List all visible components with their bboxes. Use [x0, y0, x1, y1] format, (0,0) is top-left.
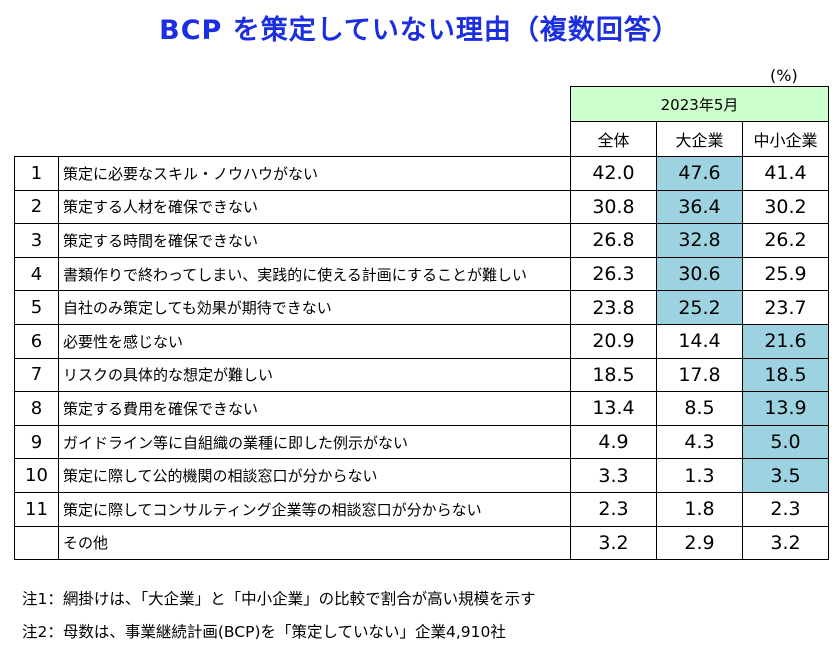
- rank-cell: 2: [14, 189, 59, 225]
- value-sme: 3.5: [742, 458, 829, 493]
- value-total: 23.8: [570, 290, 657, 325]
- value-large: 32.8: [656, 223, 743, 258]
- value-sme: 25.9: [742, 256, 829, 292]
- note-2: 注2：母数は、事業継続計画(BCP)を「策定していない」企業4,910社: [22, 623, 506, 641]
- reason-label: その他: [58, 525, 571, 561]
- rank-cell: 7: [14, 357, 59, 393]
- value-sme: 5.0: [742, 424, 829, 460]
- table-row: 3 策定する時間を確保できない 26.8 32.8 26.2: [14, 223, 829, 258]
- unit-label: (%): [770, 66, 798, 85]
- table-row: 6 必要性を感じない 20.9 14.4 21.6: [14, 323, 829, 359]
- value-sme: 41.4: [742, 156, 829, 191]
- rank-cell: 5: [14, 290, 59, 325]
- value-total: 13.4: [570, 391, 657, 426]
- value-large: 2.9: [656, 525, 743, 561]
- page-title: BCP を策定していない理由（複数回答）: [159, 15, 680, 46]
- rank-cell: 6: [14, 323, 59, 359]
- value-total: 18.5: [570, 357, 657, 393]
- table-row: その他 3.2 2.9 3.2: [14, 525, 829, 561]
- value-total: 2.3: [570, 491, 657, 527]
- column-header-sme: 中小企業: [742, 121, 829, 157]
- value-large: 1.8: [656, 491, 743, 527]
- value-sme: 3.2: [742, 525, 829, 561]
- table-row: 10 策定に際して公的機関の相談窓口が分からない 3.3 1.3 3.5: [14, 458, 829, 493]
- rank-cell: 10: [14, 458, 59, 493]
- value-large: 47.6: [656, 156, 743, 191]
- reason-label: 策定する人材を確保できない: [58, 189, 571, 225]
- rank-cell: 11: [14, 491, 59, 527]
- table-row: 7 リスクの具体的な想定が難しい 18.5 17.8 18.5: [14, 357, 829, 393]
- value-total: 20.9: [570, 323, 657, 359]
- rank-cell: [14, 525, 59, 561]
- value-large: 14.4: [656, 323, 743, 359]
- value-large: 1.3: [656, 458, 743, 493]
- value-sme: 21.6: [742, 323, 829, 359]
- table-row: 9 ガイドライン等に自組織の業種に即した例示がない 4.9 4.3 5.0: [14, 424, 829, 460]
- period-header: 2023年5月: [570, 86, 829, 122]
- table-row: 2 策定する人材を確保できない 30.8 36.4 30.2: [14, 189, 829, 225]
- table-row: 5 自社のみ策定しても効果が期待できない 23.8 25.2 23.7: [14, 290, 829, 325]
- value-total: 3.2: [570, 525, 657, 561]
- note-1: 注1：網掛けは、「大企業」と「中小企業」の比較で割合が高い規模を示す: [22, 590, 536, 608]
- blank-cell: [15, 122, 59, 157]
- value-large: 36.4: [656, 189, 743, 225]
- value-sme: 2.3: [742, 491, 829, 527]
- value-sme: 13.9: [742, 391, 829, 426]
- reason-label: 書類作りで終わってしまい、実践的に使える計画にすることが難しい: [58, 256, 571, 292]
- reason-label: 策定に際して公的機関の相談窓口が分からない: [58, 458, 571, 493]
- value-total: 26.3: [570, 256, 657, 292]
- reason-label: リスクの具体的な想定が難しい: [58, 357, 571, 393]
- rank-cell: 3: [14, 223, 59, 258]
- blank-cell: [59, 87, 571, 122]
- period-header-row: 2023年5月: [15, 86, 829, 122]
- column-header-total: 全体: [570, 121, 657, 157]
- value-total: 30.8: [570, 189, 657, 225]
- reason-label: 必要性を感じない: [58, 323, 571, 359]
- column-header-row: 全体 大企業 中小企業: [15, 121, 829, 157]
- column-header-large: 大企業: [656, 121, 743, 157]
- blank-cell: [59, 122, 571, 157]
- reasons-table: 2023年5月 全体 大企業 中小企業 1 策定に必要なスキル・ノウハウがない 42…: [14, 86, 829, 561]
- table-row: 4 書類作りで終わってしまい、実践的に使える計画にすることが難しい 26.3 30.6…: [14, 256, 829, 292]
- reason-label: 策定する時間を確保できない: [58, 223, 571, 258]
- value-total: 4.9: [570, 424, 657, 460]
- value-sme: 26.2: [742, 223, 829, 258]
- value-sme: 23.7: [742, 290, 829, 325]
- rank-cell: 8: [14, 391, 59, 426]
- value-sme: 18.5: [742, 357, 829, 393]
- value-large: 4.3: [656, 424, 743, 460]
- value-total: 3.3: [570, 458, 657, 493]
- reason-label: 策定に必要なスキル・ノウハウがない: [58, 156, 571, 191]
- rank-cell: 1: [14, 156, 59, 191]
- value-large: 8.5: [656, 391, 743, 426]
- reason-label: 自社のみ策定しても効果が期待できない: [58, 290, 571, 325]
- reason-label: ガイドライン等に自組織の業種に即した例示がない: [58, 424, 571, 460]
- rank-cell: 4: [14, 256, 59, 292]
- table-row: 8 策定する費用を確保できない 13.4 8.5 13.9: [14, 391, 829, 426]
- table-row: 11 策定に際してコンサルティング企業等の相談窓口が分からない 2.3 1.8 2.3: [14, 491, 829, 527]
- value-large: 17.8: [656, 357, 743, 393]
- reason-label: 策定に際してコンサルティング企業等の相談窓口が分からない: [58, 491, 571, 527]
- value-large: 30.6: [656, 256, 743, 292]
- value-total: 26.8: [570, 223, 657, 258]
- reason-label: 策定する費用を確保できない: [58, 391, 571, 426]
- value-large: 25.2: [656, 290, 743, 325]
- value-sme: 30.2: [742, 189, 829, 225]
- table-row: 1 策定に必要なスキル・ノウハウがない 42.0 47.6 41.4: [14, 156, 829, 191]
- value-total: 42.0: [570, 156, 657, 191]
- blank-cell: [15, 87, 59, 122]
- rank-cell: 9: [14, 424, 59, 460]
